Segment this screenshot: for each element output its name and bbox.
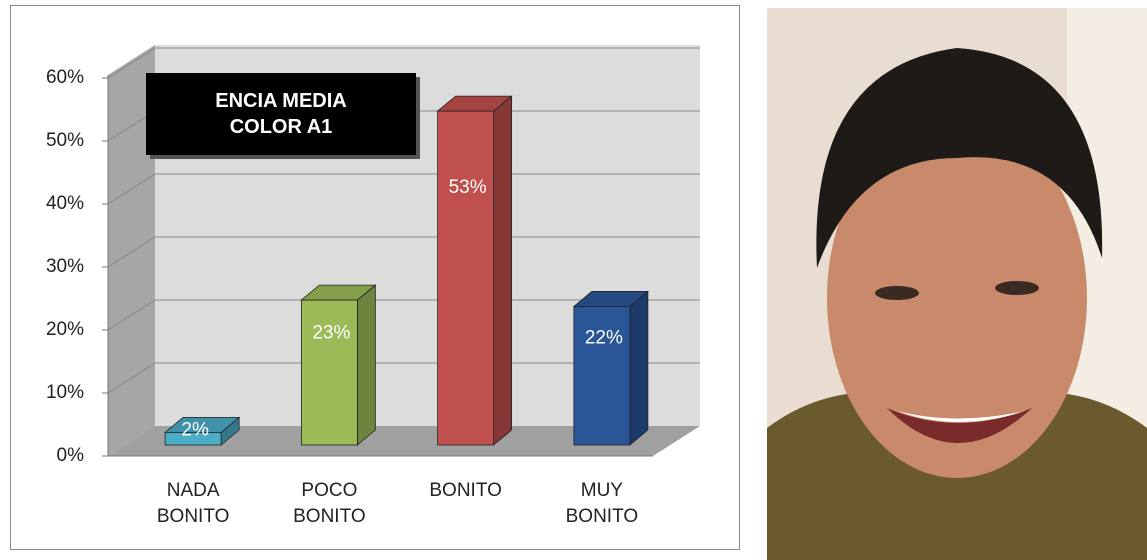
photo	[767, 8, 1147, 560]
bar	[438, 111, 494, 445]
chart-title: ENCIA MEDIA COLOR A1	[146, 73, 416, 155]
photo-eye	[875, 286, 919, 300]
page: 0% 10% 20% 30% 40% 50% 60% 2% 23% 53% 22% ENCIA ME…	[0, 0, 1147, 560]
y-tick-label: 10%	[46, 382, 84, 403]
data-label: 53%	[449, 177, 487, 198]
data-label: 23%	[312, 322, 350, 343]
y-tick-label: 30%	[46, 256, 84, 277]
y-tick-label: 0%	[57, 445, 85, 466]
x-tick-label: BONITO	[411, 478, 521, 504]
y-tick-label: 60%	[46, 67, 84, 88]
bar-side	[357, 285, 375, 445]
y-tick-label: 20%	[46, 319, 84, 340]
data-label: 2%	[181, 419, 209, 440]
y-tick-label: 40%	[46, 193, 84, 214]
photo-eye	[995, 281, 1039, 295]
bar-side	[630, 291, 648, 445]
data-label: 22%	[585, 327, 623, 348]
bar-side	[494, 96, 512, 445]
x-tick-label: POCO BONITO	[274, 478, 384, 530]
x-tick-label: MUY BONITO	[547, 478, 657, 530]
x-tick-label: NADA BONITO	[138, 478, 248, 530]
y-tick-label: 50%	[46, 130, 84, 151]
